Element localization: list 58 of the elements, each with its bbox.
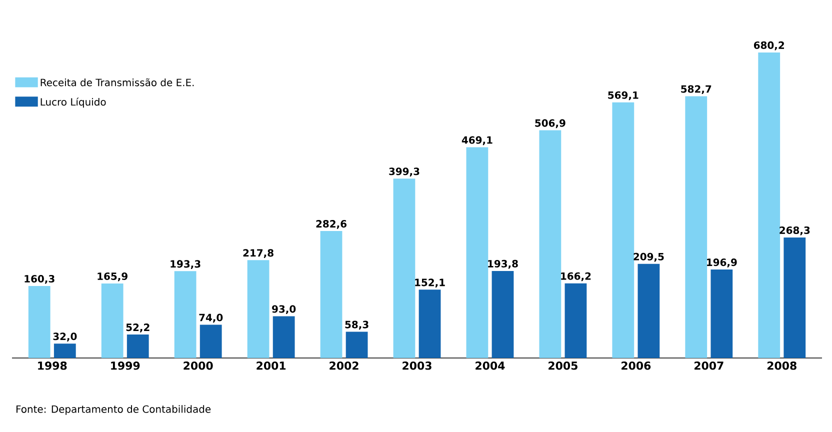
bar bbox=[272, 316, 295, 358]
x-tick-label: 2002 bbox=[330, 362, 358, 370]
data-label: 582,7 bbox=[681, 85, 712, 94]
bar bbox=[539, 130, 562, 358]
x-tick-label: 2006 bbox=[622, 362, 651, 370]
bar bbox=[200, 324, 222, 358]
bar bbox=[28, 286, 50, 358]
bar bbox=[101, 283, 124, 358]
bar bbox=[638, 264, 660, 358]
data-label: 680,2 bbox=[754, 41, 784, 50]
bar bbox=[393, 178, 416, 358]
data-label: 506,9 bbox=[535, 119, 566, 128]
x-tick-label: 2007 bbox=[694, 362, 724, 370]
data-label: 282,6 bbox=[316, 220, 346, 229]
data-label: 193,8 bbox=[488, 260, 518, 269]
bar bbox=[784, 237, 806, 358]
bar bbox=[126, 334, 149, 358]
bar bbox=[320, 231, 342, 358]
data-label: 399,3 bbox=[389, 168, 420, 176]
data-label: 469,1 bbox=[462, 136, 492, 146]
source-note: Fonte: Departamento de Contabilidade bbox=[16, 405, 211, 415]
data-label: 193,3 bbox=[170, 260, 200, 269]
data-label: 93,0 bbox=[272, 305, 296, 314]
bar bbox=[612, 102, 634, 358]
bar bbox=[54, 344, 76, 358]
bar bbox=[247, 260, 270, 358]
x-tick-label: 2005 bbox=[548, 362, 578, 370]
data-label: 217,8 bbox=[243, 249, 274, 258]
legend-label: Receita de Transmissão de E.E. bbox=[40, 78, 194, 86]
bar bbox=[758, 52, 780, 358]
data-label: 569,1 bbox=[608, 91, 638, 100]
x-tick-label: 2004 bbox=[476, 362, 505, 370]
data-label: 74,0 bbox=[199, 314, 223, 323]
data-label: 160,3 bbox=[24, 274, 54, 284]
bar bbox=[492, 270, 514, 358]
bar bbox=[685, 96, 708, 358]
bar bbox=[346, 332, 368, 358]
data-label: 165,9 bbox=[98, 272, 128, 282]
data-label: 52,2 bbox=[126, 324, 150, 332]
bar bbox=[466, 147, 488, 358]
bar bbox=[710, 270, 733, 358]
legend-label: Lucro Líquido bbox=[40, 98, 106, 108]
data-label: 268,3 bbox=[780, 226, 810, 236]
x-tick-label: 2008 bbox=[767, 362, 796, 370]
bar bbox=[174, 271, 196, 358]
data-label: 152,1 bbox=[415, 278, 445, 288]
x-tick-label: 2001 bbox=[256, 362, 286, 370]
data-label: 209,5 bbox=[634, 252, 664, 262]
data-label: 32,0 bbox=[53, 332, 77, 342]
x-tick-label: 2000 bbox=[184, 362, 213, 370]
bar bbox=[564, 283, 587, 358]
x-tick-label: 1998 bbox=[38, 362, 67, 370]
data-label: 196,9 bbox=[707, 258, 737, 268]
x-tick-label: 2003 bbox=[402, 362, 432, 370]
bar bbox=[418, 290, 441, 358]
data-label: 58,3 bbox=[345, 320, 368, 330]
x-tick-label: 1999 bbox=[111, 362, 140, 370]
data-label: 166,2 bbox=[561, 272, 591, 282]
